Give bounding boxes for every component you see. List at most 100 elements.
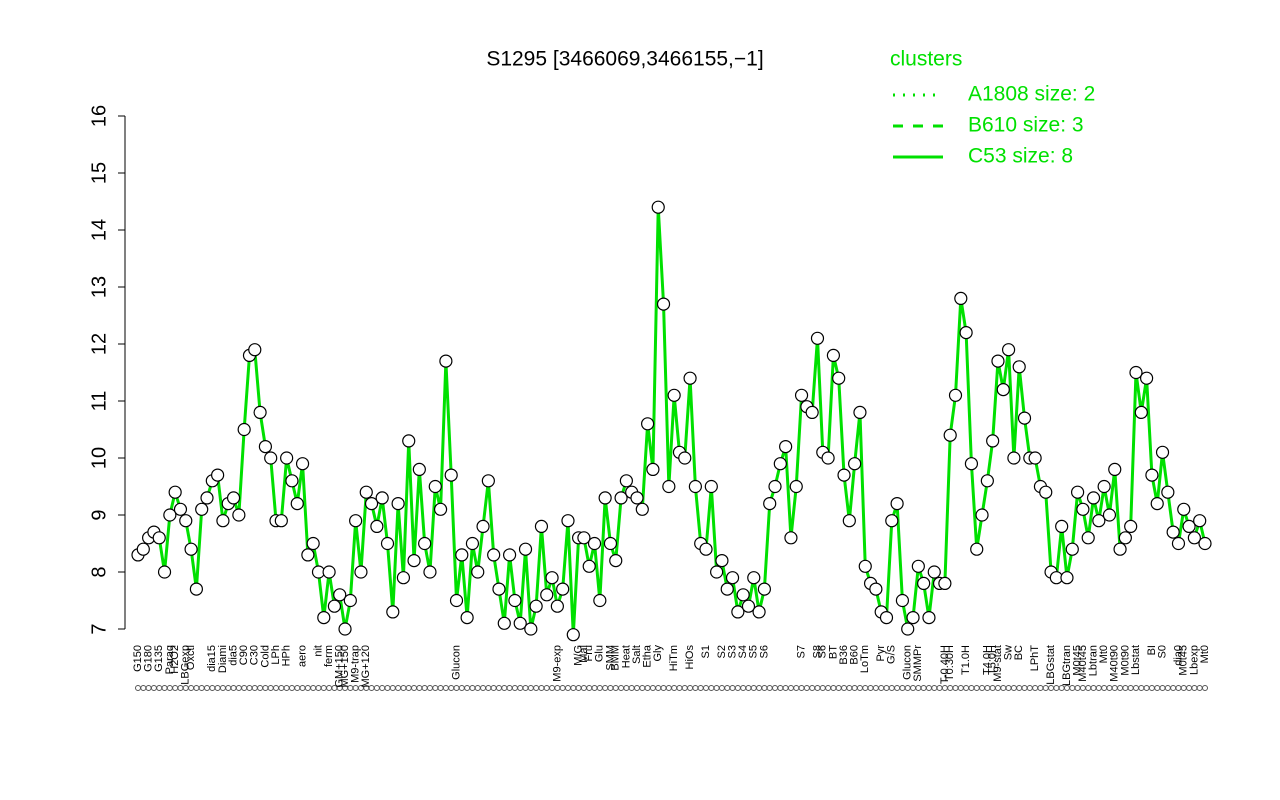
x-tick-label: Lbexp [1188, 645, 1200, 675]
x-tick-label: dia15 [206, 645, 218, 672]
data-point [609, 553, 623, 568]
data-point [264, 451, 278, 465]
x-tick-label: S7 [795, 645, 807, 658]
x-tick-dot [150, 685, 157, 691]
x-tick-label: S4 [737, 645, 749, 658]
x-tick-dot [872, 685, 879, 691]
x-tick-dot [671, 685, 678, 691]
data-point [731, 605, 745, 619]
y-tick-label: 11 [88, 391, 110, 412]
x-tick-dot [883, 685, 890, 691]
data-point [975, 508, 989, 522]
x-tick-dot [1170, 685, 1177, 691]
data-point [906, 610, 920, 625]
data-point [545, 571, 559, 585]
x-tick-label: HiOs [684, 645, 696, 670]
data-point [763, 497, 777, 511]
x-tick-dot [442, 685, 449, 691]
x-tick-dot [692, 685, 699, 691]
x-tick-dot [740, 685, 747, 691]
x-tick-dot [862, 685, 869, 691]
x-tick-dot [246, 685, 253, 691]
data-point [821, 451, 835, 465]
x-tick-dot [426, 685, 433, 691]
x-tick-dot [517, 685, 524, 691]
x-tick-dot [490, 685, 497, 691]
data-point [338, 622, 352, 636]
data-point [1193, 514, 1207, 528]
data-point [635, 502, 649, 516]
x-tick-dot [602, 685, 609, 691]
data-point [890, 497, 904, 511]
x-tick-label: GM+150 [334, 645, 346, 688]
x-tick-dot [485, 685, 492, 691]
data-point [789, 479, 803, 494]
x-tick-dot [825, 685, 832, 691]
data-point [386, 605, 400, 619]
data-point [885, 514, 899, 528]
x-tick-dot [633, 685, 640, 691]
x-tick-dot [963, 685, 970, 691]
data-point [879, 610, 894, 625]
x-tick-dot [554, 685, 561, 691]
data-point [248, 343, 262, 357]
x-tick-dot [326, 685, 333, 691]
x-tick-label: SMMPr [912, 645, 924, 682]
x-tick-dot [703, 685, 710, 691]
x-tick-dot [1180, 685, 1187, 691]
x-tick-dot [787, 685, 794, 691]
x-tick-label: M0t45 [1072, 645, 1084, 676]
x-tick-dot [1196, 685, 1203, 691]
data-point [428, 479, 442, 494]
data-point [1065, 542, 1079, 556]
data-point [157, 565, 172, 579]
x-tick-label: G/S [886, 645, 898, 664]
x-tick-label: LBGexp [180, 645, 192, 685]
x-tick-dot [1032, 685, 1039, 691]
x-tick-label: M9-stat [992, 645, 1004, 682]
data-point [1113, 542, 1127, 556]
x-tick-dot [166, 685, 173, 691]
data-point [720, 582, 734, 596]
y-tick-label: 7 [88, 623, 110, 634]
x-tick-dot [1010, 685, 1017, 691]
x-tick-dot [1095, 685, 1102, 691]
data-point [396, 571, 411, 585]
data-point [710, 565, 724, 579]
x-tick-dot [639, 685, 646, 691]
x-tick-dot [464, 685, 471, 691]
x-tick-label: Etha [642, 644, 654, 668]
x-tick-dot [400, 685, 407, 691]
x-tick-dot [894, 685, 901, 691]
data-point [964, 457, 979, 471]
x-tick-label: M40t90 [1109, 645, 1121, 682]
x-tick-label: T-0.40H [939, 645, 951, 684]
data-point [359, 485, 373, 499]
data-point [497, 616, 511, 630]
data-point [1177, 502, 1191, 516]
data-point [646, 462, 660, 476]
data-point [550, 599, 564, 613]
data-point [301, 548, 315, 562]
data-point [465, 536, 480, 551]
x-tick-label: S1 [700, 645, 712, 658]
x-tick-dot [495, 685, 502, 691]
x-tick-dot [262, 685, 269, 691]
x-tick-label: T4.0H [981, 645, 993, 675]
data-point [773, 457, 787, 471]
data-point [216, 514, 230, 528]
x-tick-label: M9-exp [551, 645, 563, 682]
data-point [587, 536, 602, 551]
data-point [322, 565, 336, 579]
x-tick-label: S6 [758, 645, 770, 658]
x-tick-dot [729, 685, 736, 691]
x-tick-dot [411, 685, 418, 691]
data-point [917, 576, 931, 591]
x-tick-label: Lbtran [1087, 645, 1099, 676]
data-point [370, 519, 384, 534]
x-tick-dot [1191, 685, 1198, 691]
data-point [274, 514, 288, 528]
x-tick-label: Oxctl [185, 645, 197, 670]
x-tick-dot [697, 685, 704, 691]
x-tick-dot [846, 685, 853, 691]
